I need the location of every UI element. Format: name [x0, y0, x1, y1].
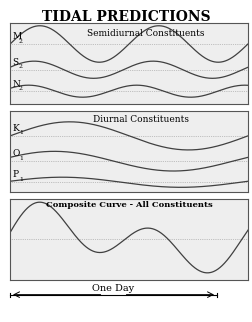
Text: O: O: [13, 149, 20, 158]
Text: Composite Curve - All Constituents: Composite Curve - All Constituents: [45, 201, 212, 209]
Text: S: S: [13, 58, 19, 67]
Text: P: P: [13, 170, 19, 179]
Text: One Day: One Day: [92, 284, 134, 293]
Text: TIDAL PREDICTIONS: TIDAL PREDICTIONS: [42, 10, 210, 24]
Text: 1: 1: [19, 177, 23, 182]
Text: M: M: [13, 33, 22, 42]
Text: 2: 2: [19, 86, 23, 91]
Text: 1: 1: [19, 130, 23, 135]
Text: 1: 1: [19, 156, 23, 161]
Text: 2: 2: [19, 64, 23, 69]
Text: Diurnal Constituents: Diurnal Constituents: [92, 115, 188, 124]
Text: 2: 2: [19, 39, 23, 43]
Text: K: K: [13, 124, 19, 133]
Text: N: N: [13, 80, 20, 89]
Text: Semidiurnal Constituents: Semidiurnal Constituents: [87, 29, 204, 38]
